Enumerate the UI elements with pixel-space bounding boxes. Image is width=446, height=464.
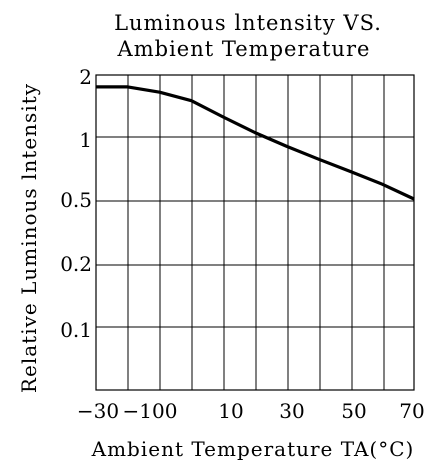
y-axis-title: Relative Luminous lntensity: [17, 83, 41, 393]
series-layer: [96, 85, 415, 201]
x-tick-label-1: −100: [123, 399, 178, 423]
x-tick-label-5: 70: [399, 399, 424, 423]
y-tick-label-1: 1: [79, 128, 92, 152]
x-tick-label-3: 30: [279, 399, 304, 423]
chart-title-line-1: Luminous lntensity VS.: [114, 11, 382, 35]
x-tick-label-0: −30: [77, 399, 119, 423]
y-tick-label-2: 0.5: [60, 188, 92, 212]
y-tick-label-3: 0.2: [60, 252, 92, 276]
y-tick-label-0: 2: [79, 65, 92, 89]
series-line-0: [96, 85, 415, 201]
y-tick-labels: 2 1 0.5 0.2 0.1: [60, 65, 92, 342]
chart-title-line-2: Ambient Temperature: [117, 37, 371, 61]
y-tick-label-4: 0.1: [60, 318, 92, 342]
plot-frame: [95, 74, 415, 391]
x-axis-title: Ambient Temperature TA(°C): [91, 437, 415, 461]
x-tick-label-2: 10: [218, 399, 243, 423]
grid-lines: [96, 75, 414, 390]
x-tick-labels: −30 −100 10 30 50 70: [77, 399, 425, 423]
x-tick-label-4: 50: [341, 399, 366, 423]
